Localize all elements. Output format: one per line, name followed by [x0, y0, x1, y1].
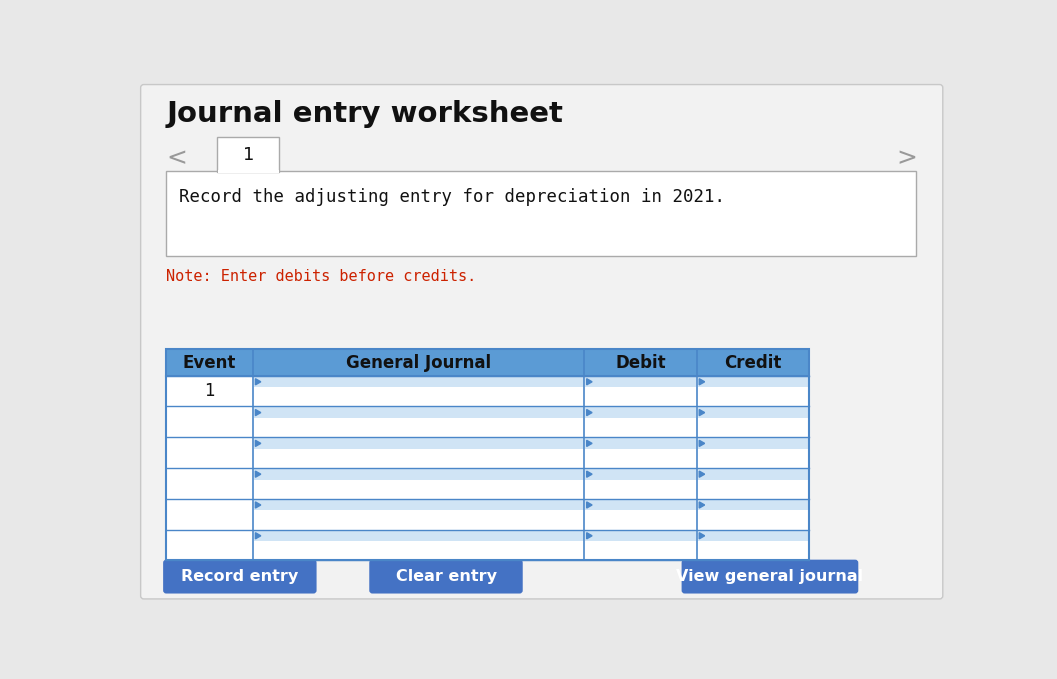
FancyBboxPatch shape [163, 559, 317, 593]
Polygon shape [700, 502, 705, 508]
Polygon shape [256, 502, 261, 508]
Bar [218, 170, 279, 173]
Bar [586, 500, 697, 511]
Text: Note: Enter debits before credits.: Note: Enter debits before credits. [166, 270, 477, 285]
Bar [166, 350, 810, 560]
Text: >: > [896, 147, 917, 170]
Bar [698, 500, 809, 511]
Text: Record the adjusting entry for depreciation in 2021.: Record the adjusting entry for depreciat… [179, 187, 725, 206]
Bar [254, 407, 583, 418]
Polygon shape [256, 409, 261, 416]
FancyBboxPatch shape [141, 85, 943, 599]
Polygon shape [700, 471, 705, 477]
Bar [166, 350, 810, 375]
Bar [698, 530, 809, 541]
Text: View general journal: View general journal [676, 569, 864, 584]
Text: Debit: Debit [615, 354, 666, 371]
Polygon shape [256, 440, 261, 447]
Polygon shape [700, 379, 705, 385]
Text: Credit: Credit [724, 354, 782, 371]
Bar [166, 499, 810, 530]
FancyBboxPatch shape [682, 559, 858, 593]
Bar [586, 407, 697, 418]
Bar [586, 530, 697, 541]
Bar [166, 437, 810, 468]
Bar [254, 438, 583, 449]
Bar [254, 530, 583, 541]
Polygon shape [587, 471, 592, 477]
Bar [698, 469, 809, 479]
Bar [586, 469, 697, 479]
Text: Event: Event [183, 354, 237, 371]
Bar [254, 469, 583, 479]
Polygon shape [256, 533, 261, 539]
Text: <: < [166, 147, 187, 170]
Text: Record entry: Record entry [181, 569, 298, 584]
Bar [586, 438, 697, 449]
Bar [166, 171, 916, 255]
Bar [254, 500, 583, 511]
Polygon shape [700, 440, 705, 447]
Polygon shape [700, 533, 705, 539]
Polygon shape [256, 379, 261, 385]
Text: Clear entry: Clear entry [395, 569, 497, 584]
Bar [698, 376, 809, 387]
Polygon shape [587, 440, 592, 447]
FancyBboxPatch shape [369, 559, 523, 593]
Polygon shape [587, 502, 592, 508]
Bar [166, 530, 810, 560]
Text: General Journal: General Journal [346, 354, 492, 371]
Bar [166, 468, 810, 499]
Polygon shape [700, 409, 705, 416]
Bar [698, 407, 809, 418]
Polygon shape [256, 471, 261, 477]
Polygon shape [587, 409, 592, 416]
Bar [698, 438, 809, 449]
Bar [218, 137, 279, 172]
Bar [586, 376, 697, 387]
Bar [166, 407, 810, 437]
Polygon shape [587, 379, 592, 385]
Text: 1: 1 [243, 145, 254, 164]
Polygon shape [587, 533, 592, 539]
Text: Journal entry worksheet: Journal entry worksheet [166, 100, 563, 128]
Bar [166, 375, 810, 407]
Bar [254, 376, 583, 387]
Text: 1: 1 [204, 382, 215, 400]
